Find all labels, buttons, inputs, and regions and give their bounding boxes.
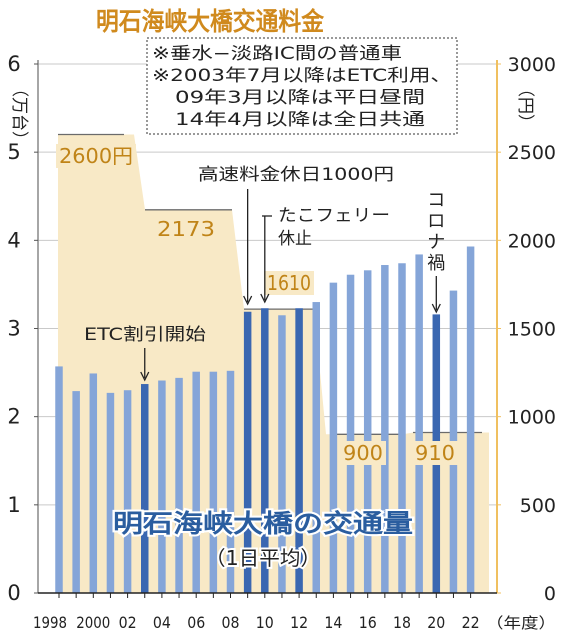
traffic-bar-2017 — [381, 265, 389, 593]
traffic-bar-2011 — [278, 315, 286, 593]
traffic-bar-1998 — [55, 366, 63, 593]
annotation-corona-char: 禍 — [427, 253, 445, 274]
x-tick-label: 10 — [256, 613, 274, 632]
traffic-bar-2001 — [106, 392, 115, 593]
traffic-bar-2014 — [329, 282, 338, 593]
traffic-bar-2002 — [123, 390, 132, 593]
traffic-bar-2013 — [312, 302, 320, 593]
traffic-bar-2008 — [226, 370, 235, 593]
note-line: ※2003年7月以降はETC利用、 — [152, 66, 452, 86]
traffic-bar-2003 — [141, 384, 149, 593]
traffic-bar-2018 — [398, 263, 406, 593]
right-tick-label: 3000 — [508, 54, 556, 76]
x-tick-label: 18 — [393, 613, 411, 632]
traffic-bar-2012 — [295, 308, 303, 593]
traffic-bar-2004 — [158, 380, 166, 593]
toll-label-bg — [264, 271, 314, 295]
traffic-bar-2010 — [261, 308, 269, 593]
left-tick-label: 4 — [7, 228, 20, 252]
right-tick-label: 500 — [520, 495, 556, 517]
toll-label-0: 2600円 — [59, 144, 133, 168]
annotation-holiday-arrowhead — [243, 295, 253, 306]
toll-label-bg — [340, 441, 386, 465]
toll-label-bg — [412, 441, 458, 465]
annotation-corona-arrowhead — [431, 303, 441, 314]
x-tick-label: 02 — [119, 613, 137, 632]
traffic-title: 明石海峡大橋の交通量 — [113, 509, 413, 538]
x-tick-label: 20 — [427, 613, 445, 632]
right-tick-label: 0 — [544, 583, 556, 605]
annotation-etc: ETC割引開始 — [84, 325, 206, 345]
annotation-ferry-arrowhead — [260, 293, 270, 304]
traffic-bar-2000 — [89, 373, 98, 593]
annotation-holiday-1000: 高速料金休日1000円 — [198, 165, 394, 185]
toll-label-2: 1610 — [267, 271, 311, 295]
right-tick-label: 2000 — [508, 230, 556, 252]
note-line: 09年3月以降は平日昼間 — [175, 88, 425, 108]
left-tick-label: 2 — [7, 405, 20, 429]
x-tick-label: 16 — [359, 613, 377, 632]
right-tick-label: 1500 — [508, 319, 556, 341]
x-tick-label: 06 — [187, 613, 205, 632]
x-axis-unit: （年度） — [486, 614, 556, 632]
traffic-bar-2016 — [363, 270, 372, 593]
traffic-bar-2015 — [346, 274, 355, 593]
toll-label-bg — [154, 217, 218, 241]
traffic-bar-2005 — [175, 377, 183, 593]
note-box — [146, 37, 458, 135]
note-line: ※垂水−淡路IC間の普通車 — [152, 44, 402, 64]
right-tick-label: 1000 — [508, 407, 556, 429]
left-tick-label: 6 — [7, 52, 20, 76]
right-tick-label: 2500 — [508, 142, 556, 164]
toll-label-4: 910 — [415, 441, 455, 465]
annotation-ferry-2: 休止 — [278, 229, 312, 249]
chart-title: 明石海峡大橋交通料金 — [96, 7, 325, 36]
x-tick-label: 2000 — [76, 613, 110, 632]
traffic-subtitle: （1日平均） — [205, 546, 321, 570]
traffic-bar-2022 — [466, 246, 475, 593]
annotation-corona-char: コ — [427, 190, 445, 211]
x-tick-label: 12 — [290, 613, 308, 632]
right-axis-unit: （円） — [515, 80, 535, 131]
traffic-bar-2006 — [192, 371, 200, 593]
labels: 明石海峡大橋交通料金 ※垂水−淡路IC間の普通車※2003年7月以降はETC利用、… — [56, 7, 458, 572]
annotation-ferry: たこフェリー — [278, 206, 390, 226]
toll-label-3: 900 — [343, 441, 383, 465]
left-axis-unit: （万台） — [9, 80, 29, 148]
traffic-bar-2007 — [209, 371, 218, 593]
x-tick-label: 1998 — [33, 613, 67, 632]
traffic-bar-2009 — [243, 311, 252, 593]
annotation-etc-arrowhead — [140, 371, 150, 382]
note-line: 14年4月以降は全日共通 — [175, 110, 425, 130]
toll-label-1: 2173 — [157, 217, 215, 241]
toll-label-bg — [56, 144, 136, 168]
left-tick-label: 5 — [7, 140, 20, 164]
traffic-bar-1999 — [72, 391, 80, 593]
annotation-corona-char: ナ — [427, 232, 445, 253]
left-tick-label: 0 — [7, 581, 20, 605]
x-tick-label: 04 — [153, 613, 171, 632]
left-tick-label: 1 — [7, 493, 20, 517]
x-tick-label: 22 — [462, 613, 480, 632]
annotation-corona-char: ロ — [427, 211, 445, 232]
x-tick-label: 08 — [222, 613, 240, 632]
traffic-bar-2019 — [415, 254, 423, 593]
x-tick-label: 14 — [324, 613, 342, 632]
left-tick-label: 3 — [7, 317, 20, 341]
